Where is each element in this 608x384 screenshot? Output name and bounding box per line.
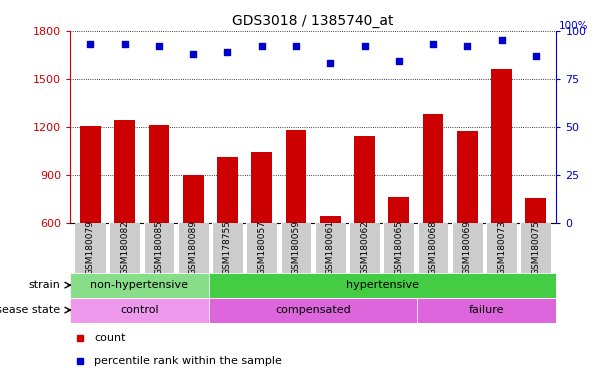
Point [325,60,335,66]
Bar [70,273,209,298]
Bar [389,197,409,223]
Bar [315,223,346,273]
Bar [320,215,340,223]
Text: failure: failure [469,305,505,315]
Bar [491,69,512,223]
Text: GSM180065: GSM180065 [394,220,403,275]
Bar [520,223,551,273]
Point [120,41,130,47]
Bar [354,136,375,223]
Bar [114,120,135,223]
Bar [280,223,311,273]
Bar [217,157,238,223]
Text: GSM180082: GSM180082 [120,220,130,275]
Text: GSM180085: GSM180085 [154,220,164,275]
Bar [246,223,277,273]
Bar [209,273,556,298]
Bar [525,198,546,223]
Text: control: control [120,305,159,315]
Bar [70,298,209,323]
Bar [252,152,272,223]
Bar [423,114,443,223]
Bar [286,130,306,223]
Text: non-hypertensive: non-hypertensive [91,280,188,290]
Text: percentile rank within the sample: percentile rank within the sample [94,356,282,366]
Text: GSM180062: GSM180062 [360,220,369,275]
Point [531,53,541,59]
Text: GSM180073: GSM180073 [497,220,506,275]
Text: GSM180061: GSM180061 [326,220,335,275]
Text: count: count [94,333,126,343]
Bar [149,125,169,223]
Point [291,43,301,49]
Bar [349,223,380,273]
Point [428,41,438,47]
Text: GSM180079: GSM180079 [86,220,95,275]
Point [463,43,472,49]
Bar [109,223,140,273]
Point [497,37,506,43]
Bar [80,126,101,223]
Point [360,43,370,49]
Text: compensated: compensated [275,305,351,315]
Bar [418,223,449,273]
Title: GDS3018 / 1385740_at: GDS3018 / 1385740_at [232,14,394,28]
Text: GSM180059: GSM180059 [291,220,300,275]
Bar [75,223,106,273]
Bar [457,131,477,223]
Bar [209,298,417,323]
Point [257,43,266,49]
Bar [183,175,204,223]
Bar [212,223,243,273]
Text: GSM180075: GSM180075 [531,220,541,275]
Bar [178,223,209,273]
Bar [143,223,174,273]
Text: hypertensive: hypertensive [346,280,419,290]
Text: GSM180069: GSM180069 [463,220,472,275]
Text: GSM180057: GSM180057 [257,220,266,275]
Bar [452,223,483,273]
Bar [383,223,414,273]
Text: GSM180068: GSM180068 [429,220,438,275]
Point [188,51,198,57]
Bar [417,298,556,323]
Point [154,43,164,49]
Point [86,41,95,47]
Text: GSM178755: GSM178755 [223,220,232,275]
Bar [486,223,517,273]
Text: strain: strain [29,280,60,290]
Text: GSM180089: GSM180089 [188,220,198,275]
Point [223,49,232,55]
Text: disease state: disease state [0,305,60,315]
Text: 100%: 100% [559,21,589,31]
Point [394,58,404,65]
